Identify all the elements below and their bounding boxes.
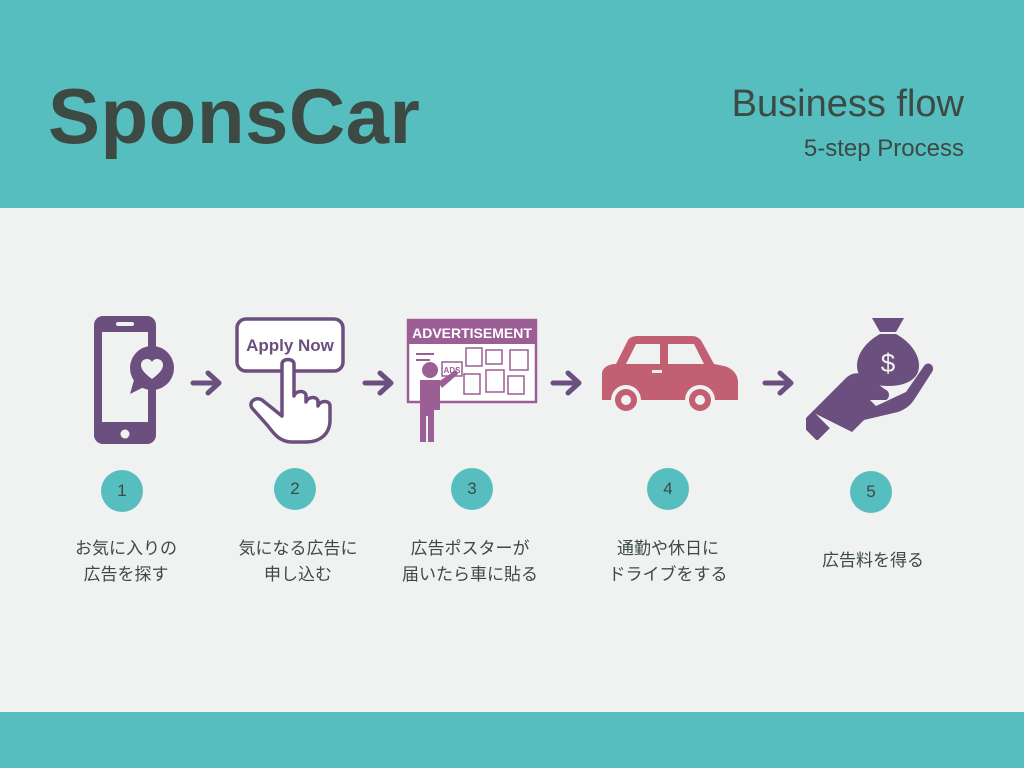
apply-now-label: Apply Now [246, 336, 335, 355]
currency-symbol: $ [881, 348, 896, 378]
step-caption: 通勤や休日に ドライブをする [608, 539, 728, 585]
ads-label: ADS [444, 366, 462, 375]
page-title: Business flow [731, 83, 964, 125]
page-subtitle: 5-step Process [803, 135, 964, 162]
phone-heart-icon [94, 316, 174, 444]
arrow-right-icon [190, 370, 222, 396]
step-caption: 気になる広告に 申し込む [238, 539, 358, 585]
step-number-badge: 2 [274, 468, 316, 510]
arrow-right-icon [362, 370, 394, 396]
step-number-badge: 1 [101, 470, 143, 512]
step-caption: 広告ポスターが 届いたら車に貼る [402, 539, 538, 585]
car-icon [602, 336, 738, 415]
arrow-right-icon [550, 370, 582, 396]
advertisement-board-icon: ADVERTISEMENT ADS [406, 318, 538, 442]
step-number-badge: 3 [451, 468, 493, 510]
step-number-badge: 4 [647, 468, 689, 510]
board-title: ADVERTISEMENT [412, 325, 532, 341]
step-caption: 広告料を得る [822, 551, 924, 571]
apply-now-hand-icon: Apply Now [235, 317, 345, 444]
step-number-badge: 5 [850, 471, 892, 513]
brand-title: SponsCar [48, 72, 421, 160]
money-bag-hand-icon: $ [806, 318, 934, 440]
step-caption: お気に入りの 広告を探す [75, 539, 177, 585]
header-banner: SponsCar Business flow 5-step Process [0, 0, 1024, 208]
arrow-right-icon [762, 370, 794, 396]
footer-banner [0, 712, 1024, 768]
